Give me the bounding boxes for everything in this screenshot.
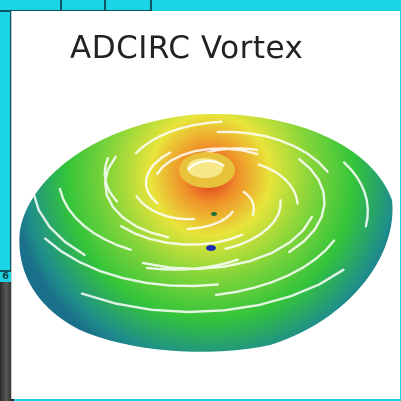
streakline xyxy=(342,161,370,228)
streakline xyxy=(144,151,172,205)
streakline xyxy=(156,147,259,175)
vortex-eye xyxy=(179,152,235,188)
streakline xyxy=(141,215,314,271)
streakline xyxy=(216,130,329,173)
vortex-markers xyxy=(206,212,217,251)
window-edge-strip xyxy=(0,282,14,401)
streakline xyxy=(224,199,282,250)
streakline xyxy=(58,187,132,251)
streakline xyxy=(44,237,220,288)
streakline xyxy=(214,239,336,297)
streakline xyxy=(135,120,223,155)
streakline xyxy=(135,195,196,221)
streakline xyxy=(242,190,256,216)
streakline xyxy=(200,147,259,156)
green-marker xyxy=(211,212,217,216)
streakline xyxy=(145,258,239,271)
streakline xyxy=(120,225,244,246)
streakline xyxy=(186,210,234,231)
streakline xyxy=(288,158,326,254)
blue-marker xyxy=(206,245,216,251)
streakline xyxy=(257,163,299,205)
background-cell-label: 6 xyxy=(2,271,9,282)
streakline xyxy=(103,155,170,239)
streakline xyxy=(80,268,345,314)
vortex-streaklines xyxy=(31,119,370,314)
streakline xyxy=(31,119,86,257)
slide-title: ADCIRC Vortex xyxy=(70,30,304,66)
streakline xyxy=(103,157,119,203)
